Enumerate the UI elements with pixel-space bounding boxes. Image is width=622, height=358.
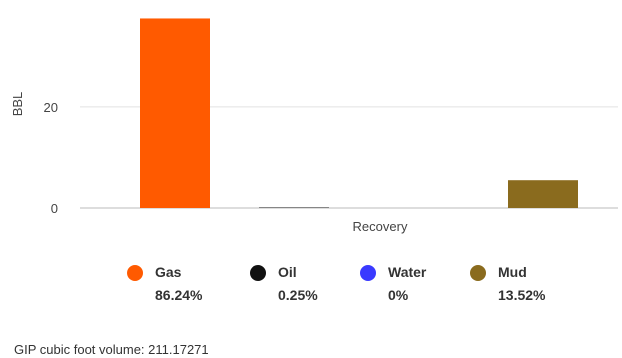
bar-chart: 0 20 Recovery BBL: [10, 18, 618, 234]
bar-gas: [140, 18, 210, 209]
y-tick-label-20: 20: [44, 100, 58, 115]
legend-gas-percentage: 86.24%: [155, 287, 203, 303]
legend-oil-name: Oil: [278, 264, 297, 280]
bar-oil: [259, 207, 329, 208]
legend-oil-swatch: [250, 265, 266, 281]
bar-mud: [508, 180, 578, 208]
y-axis-label: BBL: [10, 92, 25, 117]
legend-gas-swatch: [127, 265, 143, 281]
legend-water-name: Water: [388, 264, 427, 280]
legend-water-percentage: 0%: [388, 287, 409, 303]
legend-mud-name: Mud: [498, 264, 527, 280]
gip-volume-text: GIP cubic foot volume: 211.17271: [14, 342, 209, 357]
chart-legend: Gas 86.24% Oil 0.25% Water 0% Mud 13.52%: [0, 262, 622, 312]
x-axis-label: Recovery: [353, 219, 408, 234]
legend-mud-percentage: 13.52%: [498, 287, 546, 303]
legend-water-swatch: [360, 265, 376, 281]
legend-mud-swatch: [470, 265, 486, 281]
y-tick-label-0: 0: [51, 201, 58, 216]
legend-gas-name: Gas: [155, 264, 182, 280]
legend-oil-percentage: 0.25%: [278, 287, 318, 303]
